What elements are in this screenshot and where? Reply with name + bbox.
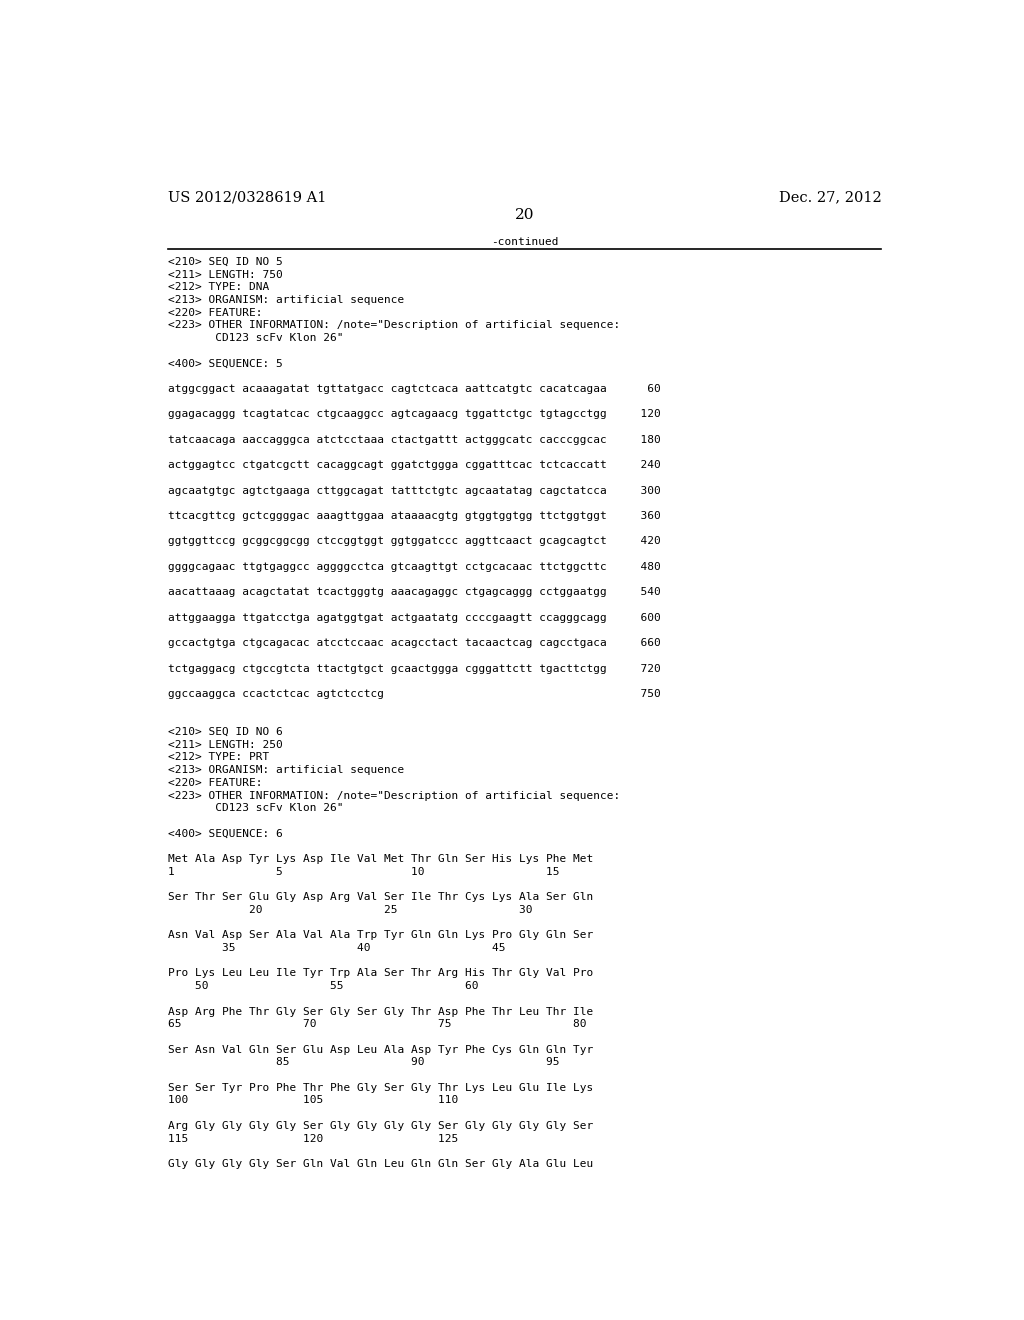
Text: Ser Thr Ser Glu Gly Asp Arg Val Ser Ile Thr Cys Lys Ala Ser Gln: Ser Thr Ser Glu Gly Asp Arg Val Ser Ile … [168,892,594,902]
Text: ggccaaggca ccactctcac agtctcctcg                                      750: ggccaaggca ccactctcac agtctcctcg 750 [168,689,662,698]
Text: 20: 20 [515,209,535,223]
Text: Ser Ser Tyr Pro Phe Thr Phe Gly Ser Gly Thr Lys Leu Glu Ile Lys: Ser Ser Tyr Pro Phe Thr Phe Gly Ser Gly … [168,1082,594,1093]
Text: actggagtcc ctgatcgctt cacaggcagt ggatctggga cggatttcac tctcaccatt     240: actggagtcc ctgatcgctt cacaggcagt ggatctg… [168,461,662,470]
Text: tatcaacaga aaccagggca atctcctaaa ctactgattt actgggcatc cacccggcac     180: tatcaacaga aaccagggca atctcctaaa ctactga… [168,434,662,445]
Text: 50                  55                  60: 50 55 60 [168,981,479,991]
Text: 20                  25                  30: 20 25 30 [168,906,532,915]
Text: Asn Val Asp Ser Ala Val Ala Trp Tyr Gln Gln Lys Pro Gly Gln Ser: Asn Val Asp Ser Ala Val Ala Trp Tyr Gln … [168,931,594,940]
Text: Arg Gly Gly Gly Gly Ser Gly Gly Gly Gly Ser Gly Gly Gly Gly Ser: Arg Gly Gly Gly Gly Ser Gly Gly Gly Gly … [168,1121,594,1131]
Text: CD123 scFv Klon 26": CD123 scFv Klon 26" [168,333,344,343]
Text: ggtggttccg gcggcggcgg ctccggtggt ggtggatccc aggttcaact gcagcagtct     420: ggtggttccg gcggcggcgg ctccggtggt ggtggat… [168,536,662,546]
Text: US 2012/0328619 A1: US 2012/0328619 A1 [168,191,327,205]
Text: <211> LENGTH: 750: <211> LENGTH: 750 [168,269,283,280]
Text: ggggcagaac ttgtgaggcc aggggcctca gtcaagttgt cctgcacaac ttctggcttc     480: ggggcagaac ttgtgaggcc aggggcctca gtcaagt… [168,562,662,572]
Text: 115                 120                 125: 115 120 125 [168,1134,459,1143]
Text: Met Ala Asp Tyr Lys Asp Ile Val Met Thr Gln Ser His Lys Phe Met: Met Ala Asp Tyr Lys Asp Ile Val Met Thr … [168,854,594,865]
Text: Gly Gly Gly Gly Ser Gln Val Gln Leu Gln Gln Ser Gly Ala Glu Leu: Gly Gly Gly Gly Ser Gln Val Gln Leu Gln … [168,1159,594,1170]
Text: aacattaaag acagctatat tcactgggtg aaacagaggc ctgagcaggg cctggaatgg     540: aacattaaag acagctatat tcactgggtg aaacaga… [168,587,662,597]
Text: <223> OTHER INFORMATION: /note="Description of artificial sequence:: <223> OTHER INFORMATION: /note="Descript… [168,321,621,330]
Text: <223> OTHER INFORMATION: /note="Description of artificial sequence:: <223> OTHER INFORMATION: /note="Descript… [168,791,621,800]
Text: <210> SEQ ID NO 5: <210> SEQ ID NO 5 [168,257,283,267]
Text: <213> ORGANISM: artificial sequence: <213> ORGANISM: artificial sequence [168,296,404,305]
Text: <400> SEQUENCE: 5: <400> SEQUENCE: 5 [168,359,283,368]
Text: -continued: -continued [492,238,558,247]
Text: ggagacaggg tcagtatcac ctgcaaggcc agtcagaacg tggattctgc tgtagcctgg     120: ggagacaggg tcagtatcac ctgcaaggcc agtcaga… [168,409,662,420]
Text: Asp Arg Phe Thr Gly Ser Gly Ser Gly Thr Asp Phe Thr Leu Thr Ile: Asp Arg Phe Thr Gly Ser Gly Ser Gly Thr … [168,1007,594,1016]
Text: 1               5                   10                  15: 1 5 10 15 [168,867,560,876]
Text: Dec. 27, 2012: Dec. 27, 2012 [778,191,882,205]
Text: gccactgtga ctgcagacac atcctccaac acagcctact tacaactcag cagcctgaca     660: gccactgtga ctgcagacac atcctccaac acagcct… [168,638,662,648]
Text: CD123 scFv Klon 26": CD123 scFv Klon 26" [168,804,344,813]
Text: 85                  90                  95: 85 90 95 [168,1057,560,1068]
Text: ttcacgttcg gctcggggac aaagttggaa ataaaacgtg gtggtggtgg ttctggtggt     360: ttcacgttcg gctcggggac aaagttggaa ataaaac… [168,511,662,521]
Text: tctgaggacg ctgccgtcta ttactgtgct gcaactggga cgggattctt tgacttctgg     720: tctgaggacg ctgccgtcta ttactgtgct gcaactg… [168,664,662,673]
Text: <212> TYPE: DNA: <212> TYPE: DNA [168,282,269,292]
Text: <220> FEATURE:: <220> FEATURE: [168,308,263,318]
Text: <211> LENGTH: 250: <211> LENGTH: 250 [168,739,283,750]
Text: Pro Lys Leu Leu Ile Tyr Trp Ala Ser Thr Arg His Thr Gly Val Pro: Pro Lys Leu Leu Ile Tyr Trp Ala Ser Thr … [168,969,594,978]
Text: Ser Asn Val Gln Ser Glu Asp Leu Ala Asp Tyr Phe Cys Gln Gln Tyr: Ser Asn Val Gln Ser Glu Asp Leu Ala Asp … [168,1044,594,1055]
Text: <220> FEATURE:: <220> FEATURE: [168,777,263,788]
Text: 35                  40                  45: 35 40 45 [168,942,506,953]
Text: <210> SEQ ID NO 6: <210> SEQ ID NO 6 [168,727,283,737]
Text: atggcggact acaaagatat tgttatgacc cagtctcaca aattcatgtc cacatcagaa      60: atggcggact acaaagatat tgttatgacc cagtctc… [168,384,662,393]
Text: <400> SEQUENCE: 6: <400> SEQUENCE: 6 [168,829,283,838]
Text: agcaatgtgc agtctgaaga cttggcagat tatttctgtc agcaatatag cagctatcca     300: agcaatgtgc agtctgaaga cttggcagat tatttct… [168,486,662,495]
Text: 100                 105                 110: 100 105 110 [168,1096,459,1105]
Text: <212> TYPE: PRT: <212> TYPE: PRT [168,752,269,763]
Text: <213> ORGANISM: artificial sequence: <213> ORGANISM: artificial sequence [168,766,404,775]
Text: 65                  70                  75                  80: 65 70 75 80 [168,1019,587,1030]
Text: attggaagga ttgatcctga agatggtgat actgaatatg ccccgaagtt ccagggcagg     600: attggaagga ttgatcctga agatggtgat actgaat… [168,612,662,623]
